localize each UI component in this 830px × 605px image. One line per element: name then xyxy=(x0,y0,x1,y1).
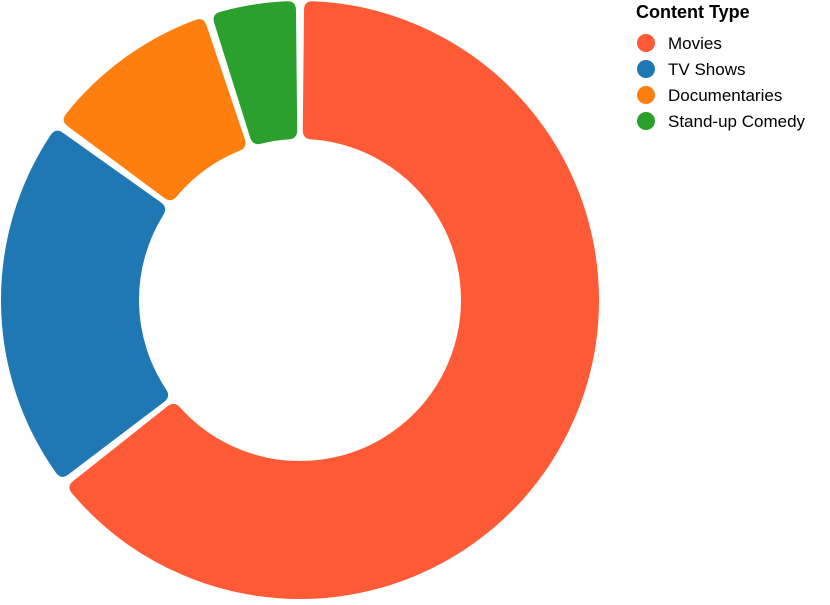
legend-swatch-movies xyxy=(637,34,655,52)
legend-swatch-documentaries xyxy=(637,86,655,104)
legend-label-tv-shows: TV Shows xyxy=(668,60,745,79)
legend-label-documentaries: Documentaries xyxy=(668,86,782,105)
legend-item-movies: Movies xyxy=(637,34,722,53)
legend-item-documentaries: Documentaries xyxy=(637,86,782,105)
slice-documentaries xyxy=(61,17,248,203)
legend: Content Type Movies TV Shows Documentaries… xyxy=(636,2,806,131)
slice-tv-shows xyxy=(0,128,171,479)
legend-item-tv-shows: TV Shows xyxy=(637,60,745,79)
legend-item-stand-up-comedy: Stand-up Comedy xyxy=(637,112,806,131)
legend-items: Movies TV Shows Documentaries Stand-up Come… xyxy=(637,34,806,131)
legend-label-stand-up-comedy: Stand-up Comedy xyxy=(668,112,806,131)
slice-stand-up-comedy xyxy=(211,0,300,147)
legend-label-movies: Movies xyxy=(668,34,722,53)
legend-title: Content Type xyxy=(636,2,750,22)
legend-swatch-tv-shows xyxy=(637,60,655,78)
slice-movies xyxy=(67,0,601,601)
slice-group xyxy=(0,0,601,601)
legend-swatch-stand-up-comedy xyxy=(637,112,655,130)
